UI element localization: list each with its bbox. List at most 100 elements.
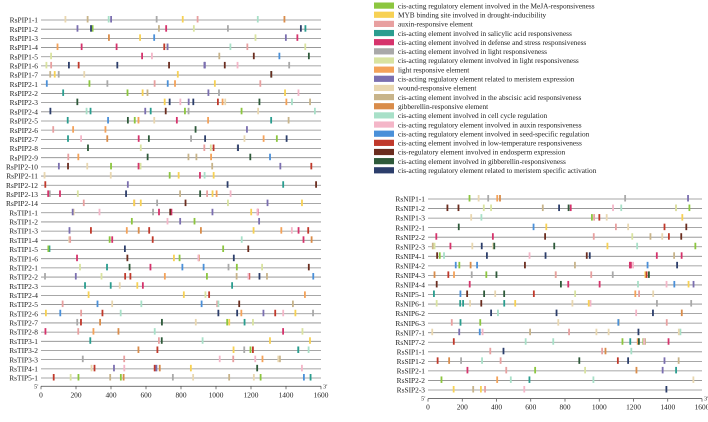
x-tick-label: 600	[140, 390, 151, 399]
strand-start-label: 5'	[421, 396, 425, 403]
motif-mark	[627, 357, 630, 364]
motif-mark	[496, 195, 499, 202]
motif-mark	[206, 190, 209, 197]
motif-mark	[282, 181, 285, 188]
motif-mark	[302, 374, 305, 381]
motif-mark	[480, 214, 483, 221]
motif-mark	[76, 190, 79, 197]
motif-mark	[126, 116, 129, 124]
x-tick-label: 800	[175, 390, 186, 399]
motif-mark	[637, 338, 640, 345]
motif-mark	[309, 98, 311, 106]
motif-mark	[146, 89, 149, 96]
legend-label: cis-acting regulatory element involved i…	[398, 120, 582, 129]
motif-mark	[243, 135, 246, 142]
motif-mark	[457, 223, 460, 231]
motif-mark	[158, 25, 160, 32]
motif-mark	[315, 181, 317, 188]
motif-mark	[231, 282, 234, 289]
motif-mark	[228, 374, 231, 381]
motif-mark	[62, 89, 65, 96]
gene-label: RsTIP1-5	[9, 245, 38, 254]
motif-mark	[161, 318, 163, 326]
motif-mark	[226, 318, 229, 326]
gene-label: RsNIP4-1	[395, 252, 425, 261]
motif-mark	[435, 300, 438, 307]
motif-mark	[173, 254, 175, 262]
legend-label: wound-responsive element	[398, 84, 476, 93]
motif-mark	[69, 374, 72, 381]
motif-mark	[478, 328, 481, 336]
motif-mark	[468, 195, 471, 202]
motif-mark	[86, 16, 89, 23]
motif-mark	[247, 273, 250, 280]
motif-mark	[449, 242, 452, 250]
motif-mark	[123, 245, 126, 252]
motif-mark	[139, 34, 141, 41]
motif-mark	[458, 328, 461, 336]
motif-mark	[139, 199, 142, 207]
motif-mark	[123, 355, 126, 363]
motif-mark	[252, 346, 254, 353]
gene-label: RsNIP5-1	[395, 290, 425, 299]
legend-swatch	[374, 94, 394, 101]
gene-label: RsTIP4-1	[9, 364, 38, 373]
motif-mark	[480, 300, 483, 307]
motif-mark	[61, 300, 64, 308]
motif-mark	[297, 346, 300, 353]
motif-mark	[590, 271, 593, 278]
motif-mark	[139, 144, 142, 152]
motif-mark	[307, 52, 310, 60]
motif-mark	[174, 80, 176, 87]
motif-mark	[108, 34, 110, 41]
motif-mark	[76, 98, 79, 106]
motif-mark	[178, 254, 181, 262]
motif-mark	[299, 25, 302, 32]
motif-mark	[593, 214, 596, 221]
gene-label: RsPIP1-3	[10, 34, 39, 43]
motif-mark	[64, 16, 67, 23]
gene-label: RsPIP2-4	[10, 107, 39, 116]
motif-mark	[433, 271, 436, 278]
motif-mark	[644, 338, 646, 345]
motif-mark	[187, 98, 190, 106]
motif-mark	[446, 204, 449, 212]
motif-mark	[227, 263, 230, 271]
motif-mark	[77, 328, 80, 335]
motif-mark	[269, 153, 271, 161]
motif-mark	[282, 309, 285, 317]
motif-mark	[259, 374, 262, 381]
motif-mark	[137, 135, 140, 142]
motif-mark	[604, 347, 607, 355]
motif-mark	[643, 338, 645, 345]
motif-mark	[502, 347, 505, 355]
motif-mark	[141, 89, 144, 96]
x-tick-label: 1000	[209, 390, 224, 399]
motif-mark	[203, 61, 206, 69]
gene-label: RsSIP2-3	[397, 386, 426, 395]
legend-swatch	[374, 84, 394, 92]
motif-mark	[635, 366, 638, 374]
motif-mark	[115, 43, 118, 51]
motif-mark	[176, 71, 179, 78]
motif-mark	[160, 337, 163, 344]
motif-mark	[182, 291, 185, 298]
motif-mark	[523, 386, 526, 393]
motif-mark	[137, 162, 140, 170]
legend-label: cis-acting element involved in salicylic…	[398, 29, 572, 38]
motif-mark	[80, 318, 82, 326]
motif-mark	[184, 107, 186, 115]
legend-swatch	[374, 112, 394, 119]
gene-label: RsPIP2-12	[6, 181, 38, 190]
motif-mark	[591, 214, 593, 221]
x-tick-label: 0	[39, 390, 43, 399]
motif-mark	[258, 98, 261, 106]
motif-mark	[156, 199, 159, 207]
motif-mark	[312, 309, 314, 317]
motif-mark	[90, 25, 92, 32]
motif-mark	[49, 107, 52, 115]
motif-mark	[290, 227, 293, 234]
motif-mark	[589, 300, 592, 307]
motif-mark	[206, 273, 208, 280]
motif-mark	[207, 116, 209, 124]
